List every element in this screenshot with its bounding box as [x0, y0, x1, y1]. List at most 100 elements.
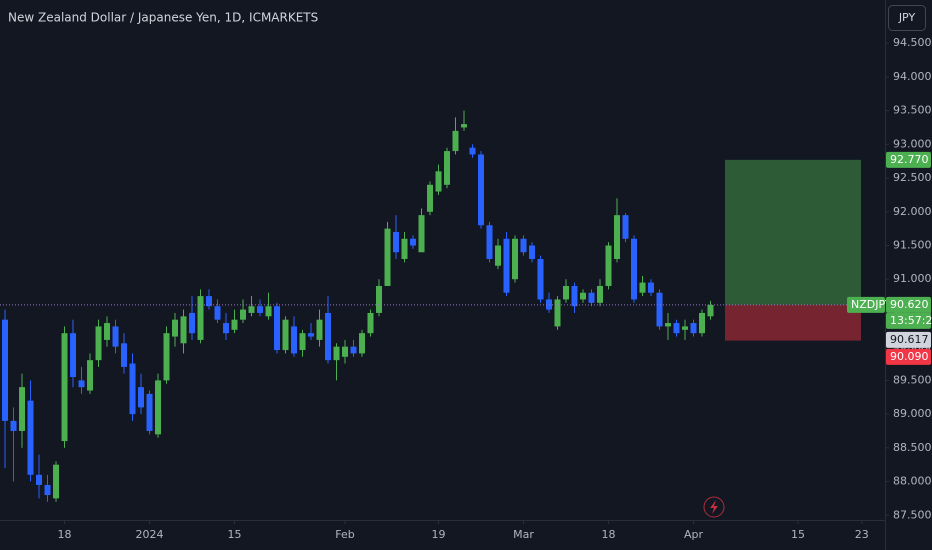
y-tick-label: 91.500	[893, 238, 932, 251]
candle-body	[265, 306, 272, 317]
candle-body	[690, 323, 697, 334]
x-tick-label: Feb	[335, 528, 354, 541]
candle-body	[308, 333, 315, 337]
candle-body	[206, 296, 213, 307]
candle-body	[554, 299, 561, 327]
candle-body	[61, 333, 68, 442]
y-tick-label: 91.000	[893, 272, 932, 285]
alert-circle[interactable]	[703, 496, 725, 518]
candle-body	[614, 215, 621, 259]
x-tick-label: Apr	[684, 528, 704, 541]
candle-body	[44, 484, 51, 496]
candle-body	[384, 228, 391, 286]
candle-body	[639, 282, 646, 293]
stop-loss-tag-bg	[886, 348, 931, 365]
candle-body	[563, 285, 570, 300]
take-profit-tag-bg	[886, 151, 931, 168]
candle-body	[95, 326, 102, 361]
candle-body	[605, 245, 612, 286]
candle-body	[681, 326, 688, 330]
candle-body	[214, 306, 221, 320]
stop-loss-tag: 90.090	[890, 350, 929, 363]
candle-body	[197, 296, 204, 340]
x-tick-label: 2024	[136, 528, 164, 541]
candle-body	[146, 393, 153, 431]
candle-body	[155, 380, 162, 435]
candle-body	[503, 238, 510, 293]
candle-body	[486, 225, 493, 259]
candle-body	[316, 319, 323, 340]
currency-button[interactable]	[888, 5, 926, 31]
y-tick-label: 92.500	[893, 171, 932, 184]
alert-bolt[interactable]	[710, 500, 718, 514]
x-tick-label: Mar	[513, 528, 534, 541]
currency-label[interactable]: JPY	[898, 11, 916, 24]
candle-body	[571, 285, 578, 307]
candle-body	[622, 215, 629, 239]
x-tick-label: 15	[228, 528, 242, 541]
candle-body	[180, 316, 187, 344]
candle-body	[664, 323, 671, 327]
candle-body	[87, 360, 94, 391]
y-tick-label: 94.500	[893, 36, 932, 49]
candle-body	[444, 151, 451, 185]
candle-body	[163, 333, 170, 381]
candle-body	[342, 346, 349, 357]
bid-tag: 90.617	[890, 333, 929, 346]
candle-body	[435, 171, 442, 192]
candle-body	[520, 238, 527, 253]
candle-body	[248, 306, 255, 313]
y-tick-label: 89.500	[893, 373, 932, 386]
x-tick-label: 23	[855, 528, 869, 541]
y-tick-label: 87.500	[893, 508, 932, 521]
candle-body	[376, 285, 383, 313]
chart-title: New Zealand Dollar / Japanese Yen, 1D, I…	[8, 11, 318, 25]
candle-body	[291, 326, 298, 354]
candle-body	[121, 343, 128, 367]
candle-body	[597, 285, 604, 303]
candle-body	[172, 319, 179, 337]
candle-body	[138, 387, 145, 408]
candle-body	[656, 292, 663, 327]
candle-body	[10, 420, 17, 431]
candle-body	[367, 312, 374, 334]
x-tick-label: 15	[791, 528, 805, 541]
candle-body	[401, 238, 408, 259]
candle-body	[631, 238, 638, 300]
candle-body	[112, 326, 119, 347]
candle-body	[223, 323, 230, 334]
candle-body	[478, 154, 485, 226]
y-tick-label: 88.500	[893, 441, 932, 454]
candle-body	[698, 312, 705, 334]
x-tick-label: 18	[602, 528, 616, 541]
take-profit-tag: 92.770	[890, 153, 929, 166]
candle-body	[36, 474, 43, 485]
alert-icon[interactable]	[703, 496, 725, 518]
candle-body	[452, 130, 459, 152]
y-tick-label: 94.000	[893, 70, 932, 83]
candle-body	[461, 124, 468, 128]
y-tick-label: 89.000	[893, 407, 932, 420]
loss-zone	[725, 304, 861, 341]
candle-body	[240, 309, 247, 320]
candle-body	[418, 215, 425, 253]
candle-body	[393, 232, 400, 253]
candle-body	[588, 292, 595, 303]
candle-body	[189, 312, 196, 334]
candle-body	[359, 333, 366, 354]
candle-body	[2, 319, 9, 421]
candle-body	[537, 258, 544, 300]
candle-body	[27, 400, 34, 475]
candle-body	[350, 346, 357, 354]
candle-body	[427, 184, 434, 212]
candle-body	[257, 306, 264, 313]
countdown-tag: 13:57:28	[890, 314, 932, 327]
candle-body	[104, 323, 111, 340]
symbol-tag-bg	[847, 296, 885, 313]
y-tick-label: 93.000	[893, 137, 932, 150]
candle-body	[78, 380, 85, 388]
x-tick-label: 19	[432, 528, 446, 541]
candle-body	[325, 312, 332, 361]
